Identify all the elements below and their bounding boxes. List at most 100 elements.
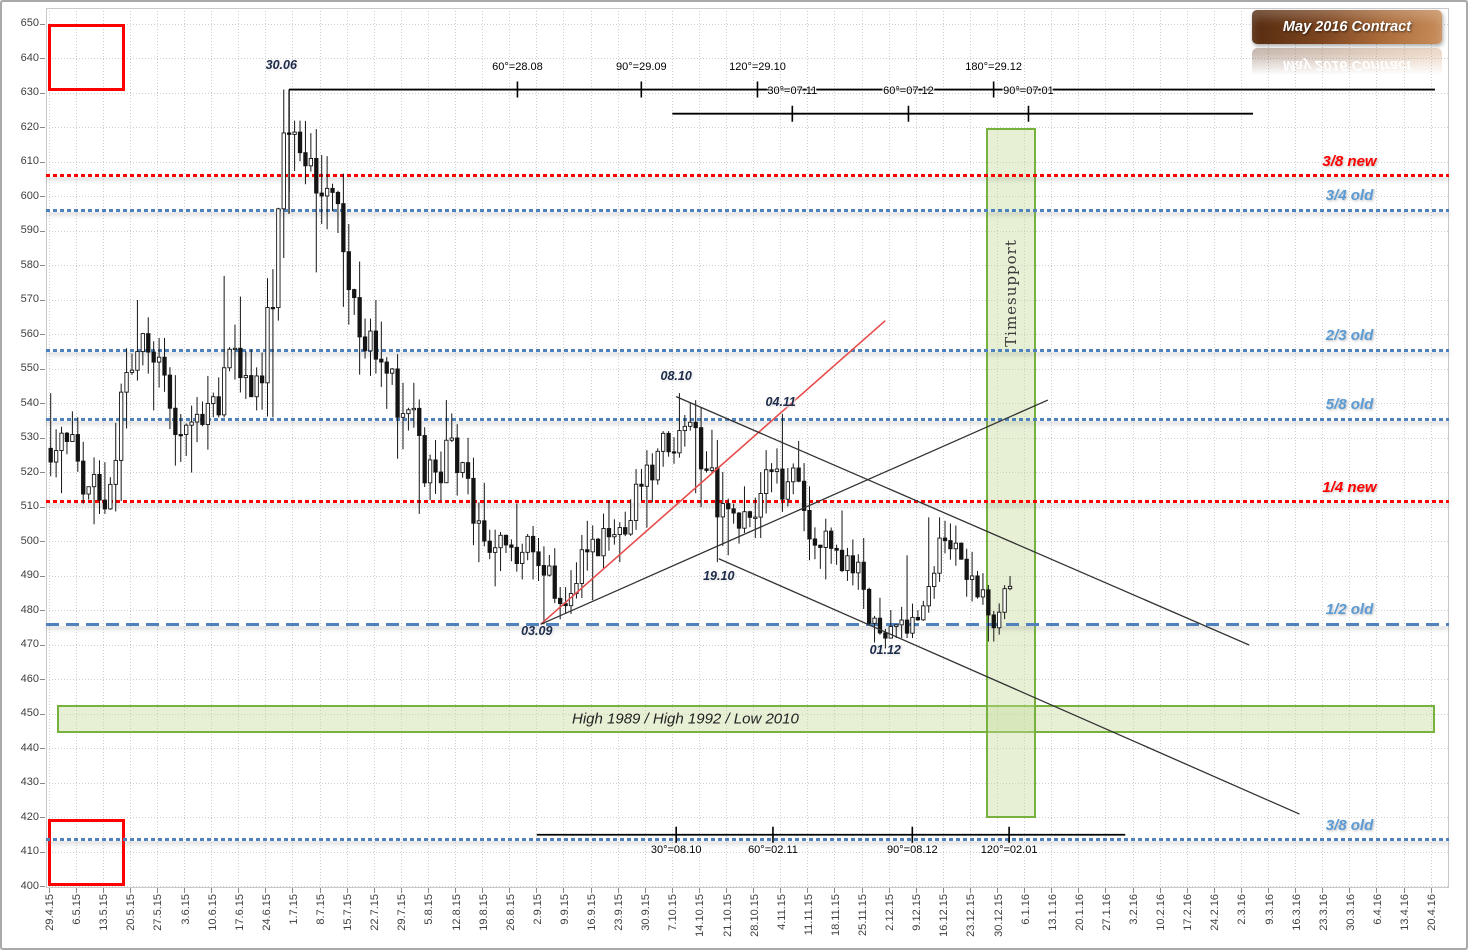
candle-body [628, 520, 633, 535]
x-axis-label: 22.7.15 [369, 894, 382, 931]
y-axis-tick [40, 437, 45, 439]
vertical-gridline [1322, 8, 1324, 888]
x-axis-tick [1295, 888, 1297, 893]
candle-body [64, 432, 70, 442]
candle-body [384, 361, 389, 374]
y-axis-tick [40, 161, 45, 163]
y-axis-label: 490 [20, 569, 39, 581]
vertical-gridline [482, 8, 484, 888]
x-axis-label: 23.3.16 [1317, 894, 1330, 931]
y-axis-tick [40, 58, 45, 59]
candle-body [53, 450, 59, 463]
x-axis-label: 28.10.15 [748, 894, 761, 937]
vertical-gridline [590, 8, 592, 888]
horizontal-gridline [46, 782, 1449, 784]
candle-body [612, 534, 617, 538]
candle-body [552, 565, 557, 599]
level-label: 3/4 old [1325, 187, 1374, 205]
candle-body [726, 503, 731, 510]
candle-body [661, 432, 666, 452]
x-axis-label: 2.12.15 [884, 894, 897, 931]
candle-body [682, 425, 687, 432]
x-axis-tick [1051, 888, 1053, 893]
vertical-gridline [671, 8, 673, 888]
candle-body [400, 413, 406, 418]
candle-body [845, 555, 850, 572]
candle-body [823, 530, 828, 548]
vertical-gridline [536, 8, 538, 888]
horizontal-gridline [46, 644, 1449, 646]
gann-tick-label: 120°=02.01 [980, 843, 1038, 856]
y-axis-label: 610 [20, 155, 39, 167]
y-axis-label: 560 [20, 327, 39, 340]
candle-body [314, 158, 319, 194]
y-axis-tick [40, 196, 45, 197]
x-axis-tick [1186, 888, 1188, 893]
x-axis-label: 20.4.16 [1426, 894, 1439, 931]
candle-body [585, 549, 590, 553]
x-axis-tick [942, 888, 944, 893]
level-label: 5/8 old [1325, 396, 1374, 414]
candle-body [997, 611, 1002, 629]
x-axis-tick [1268, 888, 1269, 893]
level-line-2-3-old [46, 348, 1449, 352]
candle-body [520, 551, 525, 564]
vertical-gridline [1105, 8, 1107, 888]
candle-body [953, 542, 958, 550]
x-axis-tick [1078, 888, 1080, 893]
horizontal-gridline [46, 506, 1449, 508]
candle-body [184, 424, 189, 436]
level-line-1-2-old [46, 622, 1449, 626]
x-axis-tick [1376, 888, 1378, 893]
x-axis-label: 19.8.15 [477, 894, 490, 931]
candle-body [655, 450, 660, 481]
x-axis-tick [1430, 888, 1432, 893]
candle-body [368, 330, 373, 352]
candle-body [579, 549, 585, 584]
swing-date-annotation: 01.12 [869, 643, 901, 658]
y-axis-label: 410 [20, 845, 39, 857]
candle-body [357, 297, 362, 338]
candle-body [151, 351, 156, 363]
candle-body [595, 538, 601, 557]
y-axis-label: 600 [20, 189, 39, 202]
candle-body [834, 547, 839, 551]
candle-body [910, 616, 915, 634]
horizontal-gridline [46, 23, 1449, 25]
x-axis-label: 7.10.15 [667, 894, 680, 931]
vertical-gridline [915, 8, 917, 888]
x-axis-label: 15.7.15 [342, 894, 355, 931]
level-line-3-4-old [46, 208, 1449, 212]
x-axis-label: 12.8.15 [450, 894, 463, 931]
y-axis-tick [40, 92, 45, 94]
y-axis-tick [40, 713, 45, 715]
candle-body [411, 407, 416, 411]
level-label: 3/8 new [1322, 152, 1377, 170]
candle-body [303, 152, 308, 167]
candle-body [427, 459, 433, 484]
vertical-gridline [1403, 8, 1405, 888]
x-axis-label: 16.12.15 [938, 894, 951, 937]
x-axis-label: 30.9.15 [640, 894, 653, 931]
horizontal-gridline [46, 817, 1449, 818]
x-axis-tick [156, 888, 158, 893]
candle-body [205, 403, 211, 425]
red-highlight-box [48, 24, 126, 92]
candle-body [48, 447, 53, 463]
x-axis-label: 5.8.15 [423, 894, 436, 925]
black-uptrend [540, 399, 1049, 625]
vertical-gridline [1186, 8, 1188, 888]
x-axis-label: 10.6.15 [206, 894, 219, 931]
red-highlight-box [48, 819, 126, 887]
x-axis-tick [1213, 888, 1215, 893]
candle-body [211, 396, 216, 404]
candle-body [140, 333, 145, 353]
candle-body [335, 191, 341, 205]
candle-body [888, 626, 893, 639]
y-axis-tick [40, 368, 45, 370]
vertical-gridline [942, 8, 944, 888]
x-axis-tick [265, 888, 267, 893]
x-axis-tick [400, 888, 402, 893]
candle-body [856, 561, 861, 574]
x-axis-tick [536, 888, 538, 893]
